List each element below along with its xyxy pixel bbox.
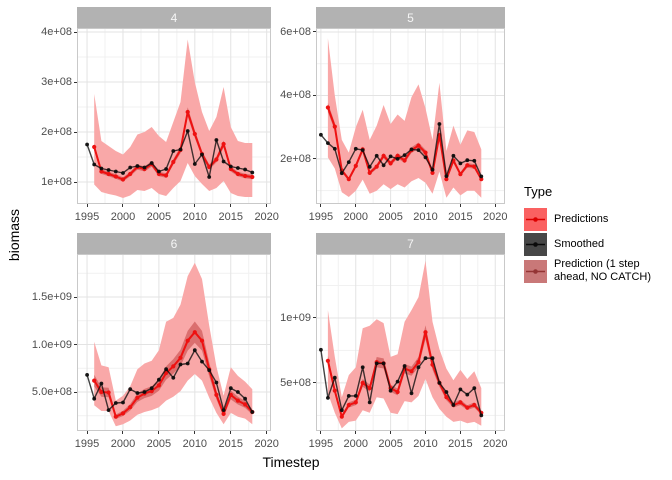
x-tick-mark [194, 204, 196, 207]
y-tick-mark [313, 94, 316, 96]
x-tick-mark [424, 431, 426, 434]
x-tick-label: 2000 [343, 211, 368, 223]
x-tick-label: 2010 [413, 211, 438, 223]
x-tick-label: 2005 [378, 211, 403, 223]
y-tick-mark [74, 31, 77, 33]
y-tick-label: 5e+08 [280, 376, 311, 389]
y-tick-mark [313, 317, 316, 319]
x-tick-label: 2010 [182, 438, 208, 450]
y-tick-label: 1e+08 [41, 176, 72, 188]
x-tick-mark [494, 431, 496, 434]
facet-panel-5-plot [316, 28, 505, 204]
x-tick-label: 2020 [482, 438, 508, 450]
facet-strip-7: 7 [316, 233, 505, 254]
facet-panel-6-plot [77, 254, 271, 431]
y-tick-label: 2e+08 [41, 126, 72, 139]
x-tick-label: 2010 [182, 211, 208, 223]
x-tick-mark [355, 204, 357, 207]
x-tick-label: 1995 [74, 211, 100, 223]
legend: Type Predictions Smoothed Prediction (1 … [524, 184, 670, 286]
x-tick-mark [390, 431, 392, 434]
x-tick-mark [86, 204, 88, 207]
y-tick-label: 4e+08 [280, 89, 311, 102]
predictions-ribbon-key-icon [524, 208, 547, 231]
x-tick-label: 1995 [308, 438, 334, 450]
facet-panel-7-plot [316, 254, 505, 431]
x-tick-mark [390, 204, 392, 207]
facet-strip-4: 4 [77, 7, 271, 28]
y-tick-label: 3e+08 [41, 76, 72, 89]
x-tick-mark [320, 204, 322, 207]
x-tick-mark [355, 431, 357, 434]
x-tick-mark [122, 431, 124, 434]
x-tick-label: 2015 [218, 211, 243, 223]
x-tick-mark [494, 204, 496, 207]
x-tick-label: 2010 [413, 438, 438, 450]
prediction-no-catch-ribbon-key-icon [524, 259, 547, 283]
x-tick-label: 2005 [378, 438, 403, 450]
x-tick-mark [158, 431, 160, 434]
x-tick-label: 2000 [110, 438, 136, 450]
y-tick-mark [74, 391, 77, 393]
x-tick-mark [266, 431, 268, 434]
x-tick-mark [86, 431, 88, 434]
y-tick-mark [313, 382, 316, 384]
x-tick-label: 1995 [74, 438, 100, 450]
y-tick-label: 6e+08 [280, 25, 311, 38]
x-tick-mark [424, 204, 426, 207]
x-tick-label: 2015 [218, 438, 243, 450]
facet-strip-6: 6 [77, 233, 271, 254]
x-tick-label: 2015 [448, 438, 473, 450]
legend-item-label: Smoothed [554, 238, 605, 250]
y-tick-label: 5.0e+08 [31, 386, 72, 399]
y-tick-label: 1.0e+09 [31, 338, 72, 351]
x-tick-label: 2020 [254, 211, 279, 223]
y-tick-label: 4e+08 [41, 26, 72, 39]
facet-panel-4-plot [77, 28, 271, 204]
y-tick-mark [74, 131, 77, 133]
x-tick-mark [194, 431, 196, 434]
y-tick-label: 1e+09 [280, 311, 311, 324]
y-tick-mark [74, 344, 77, 346]
y-tick-mark [313, 31, 316, 33]
x-tick-label: 1995 [308, 211, 334, 223]
legend-item-prediction-no-catch: Prediction (1 step ahead, NO CATCH) [524, 258, 670, 284]
y-tick-mark [74, 181, 77, 183]
y-axis-title: biomass [6, 208, 22, 262]
x-tick-mark [230, 204, 232, 207]
x-tick-label: 2005 [146, 211, 172, 223]
y-tick-mark [74, 81, 77, 83]
x-tick-mark [158, 204, 160, 207]
legend-item-label: Predictions [554, 213, 609, 225]
facet-strip-5: 5 [316, 7, 505, 28]
x-tick-label: 2020 [482, 211, 508, 223]
y-tick-mark [313, 158, 316, 160]
x-tick-mark [459, 431, 461, 434]
legend-item-predictions: Predictions [524, 208, 670, 231]
legend-item-smoothed: Smoothed [524, 233, 670, 256]
x-tick-mark [459, 204, 461, 207]
y-tick-label: 2e+08 [280, 152, 311, 165]
x-tick-label: 2015 [448, 211, 473, 223]
x-tick-mark [320, 431, 322, 434]
x-tick-label: 2005 [146, 438, 172, 450]
x-tick-mark [122, 204, 124, 207]
x-tick-label: 2020 [254, 438, 279, 450]
x-tick-label: 2000 [343, 438, 368, 450]
x-tick-mark [230, 431, 232, 434]
y-tick-mark [74, 296, 77, 298]
legend-item-label: Prediction (1 step ahead, NO CATCH) [554, 258, 651, 283]
smoothed-ribbon-key-icon [524, 233, 547, 256]
x-axis-title: Timestep [262, 454, 320, 470]
y-tick-label: 1.5e+09 [31, 291, 72, 304]
legend-title: Type [524, 184, 553, 199]
x-tick-mark [266, 204, 268, 207]
x-tick-label: 2000 [110, 211, 136, 223]
